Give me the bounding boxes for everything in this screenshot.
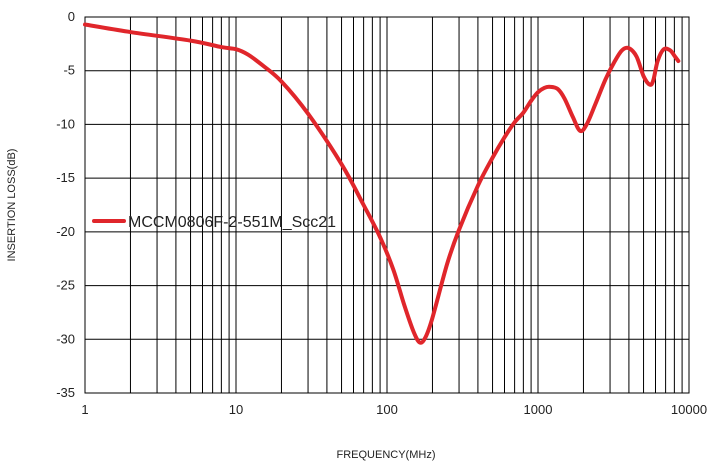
series-layer	[83, 22, 681, 345]
x-tick-label: 1000	[524, 402, 553, 417]
y-axis-title: INSERTION LOSS(dB)	[6, 149, 18, 262]
y-tick-label: -10	[56, 116, 75, 131]
x-tick-label: 10000	[671, 402, 707, 417]
legend: MCCM0806F-2-551M_Scc21	[92, 214, 336, 231]
y-tick-label: -15	[56, 170, 75, 185]
y-tick-label: -5	[63, 63, 75, 78]
legend-label: MCCM0806F-2-551M_Scc21	[128, 214, 336, 231]
plot-frame	[84, 16, 690, 394]
y-tick-label: 0	[68, 9, 75, 24]
y-tick-label: -35	[56, 385, 75, 400]
x-axis-title: FREQUENCY(MHz)	[337, 449, 436, 461]
y-tick-label: -30	[56, 331, 75, 346]
y-tick-label: -20	[56, 224, 75, 239]
grid	[85, 17, 689, 393]
x-tick-label: 100	[376, 402, 398, 417]
x-tick-label: 1	[81, 402, 88, 417]
y-tick-label: -25	[56, 278, 75, 293]
x-tick-label: 10	[229, 402, 243, 417]
series-line	[83, 22, 681, 345]
axes: 1 10 100 1000 10000 0 -5 -10 -15 -20 -25 -30 -35	[56, 9, 707, 417]
